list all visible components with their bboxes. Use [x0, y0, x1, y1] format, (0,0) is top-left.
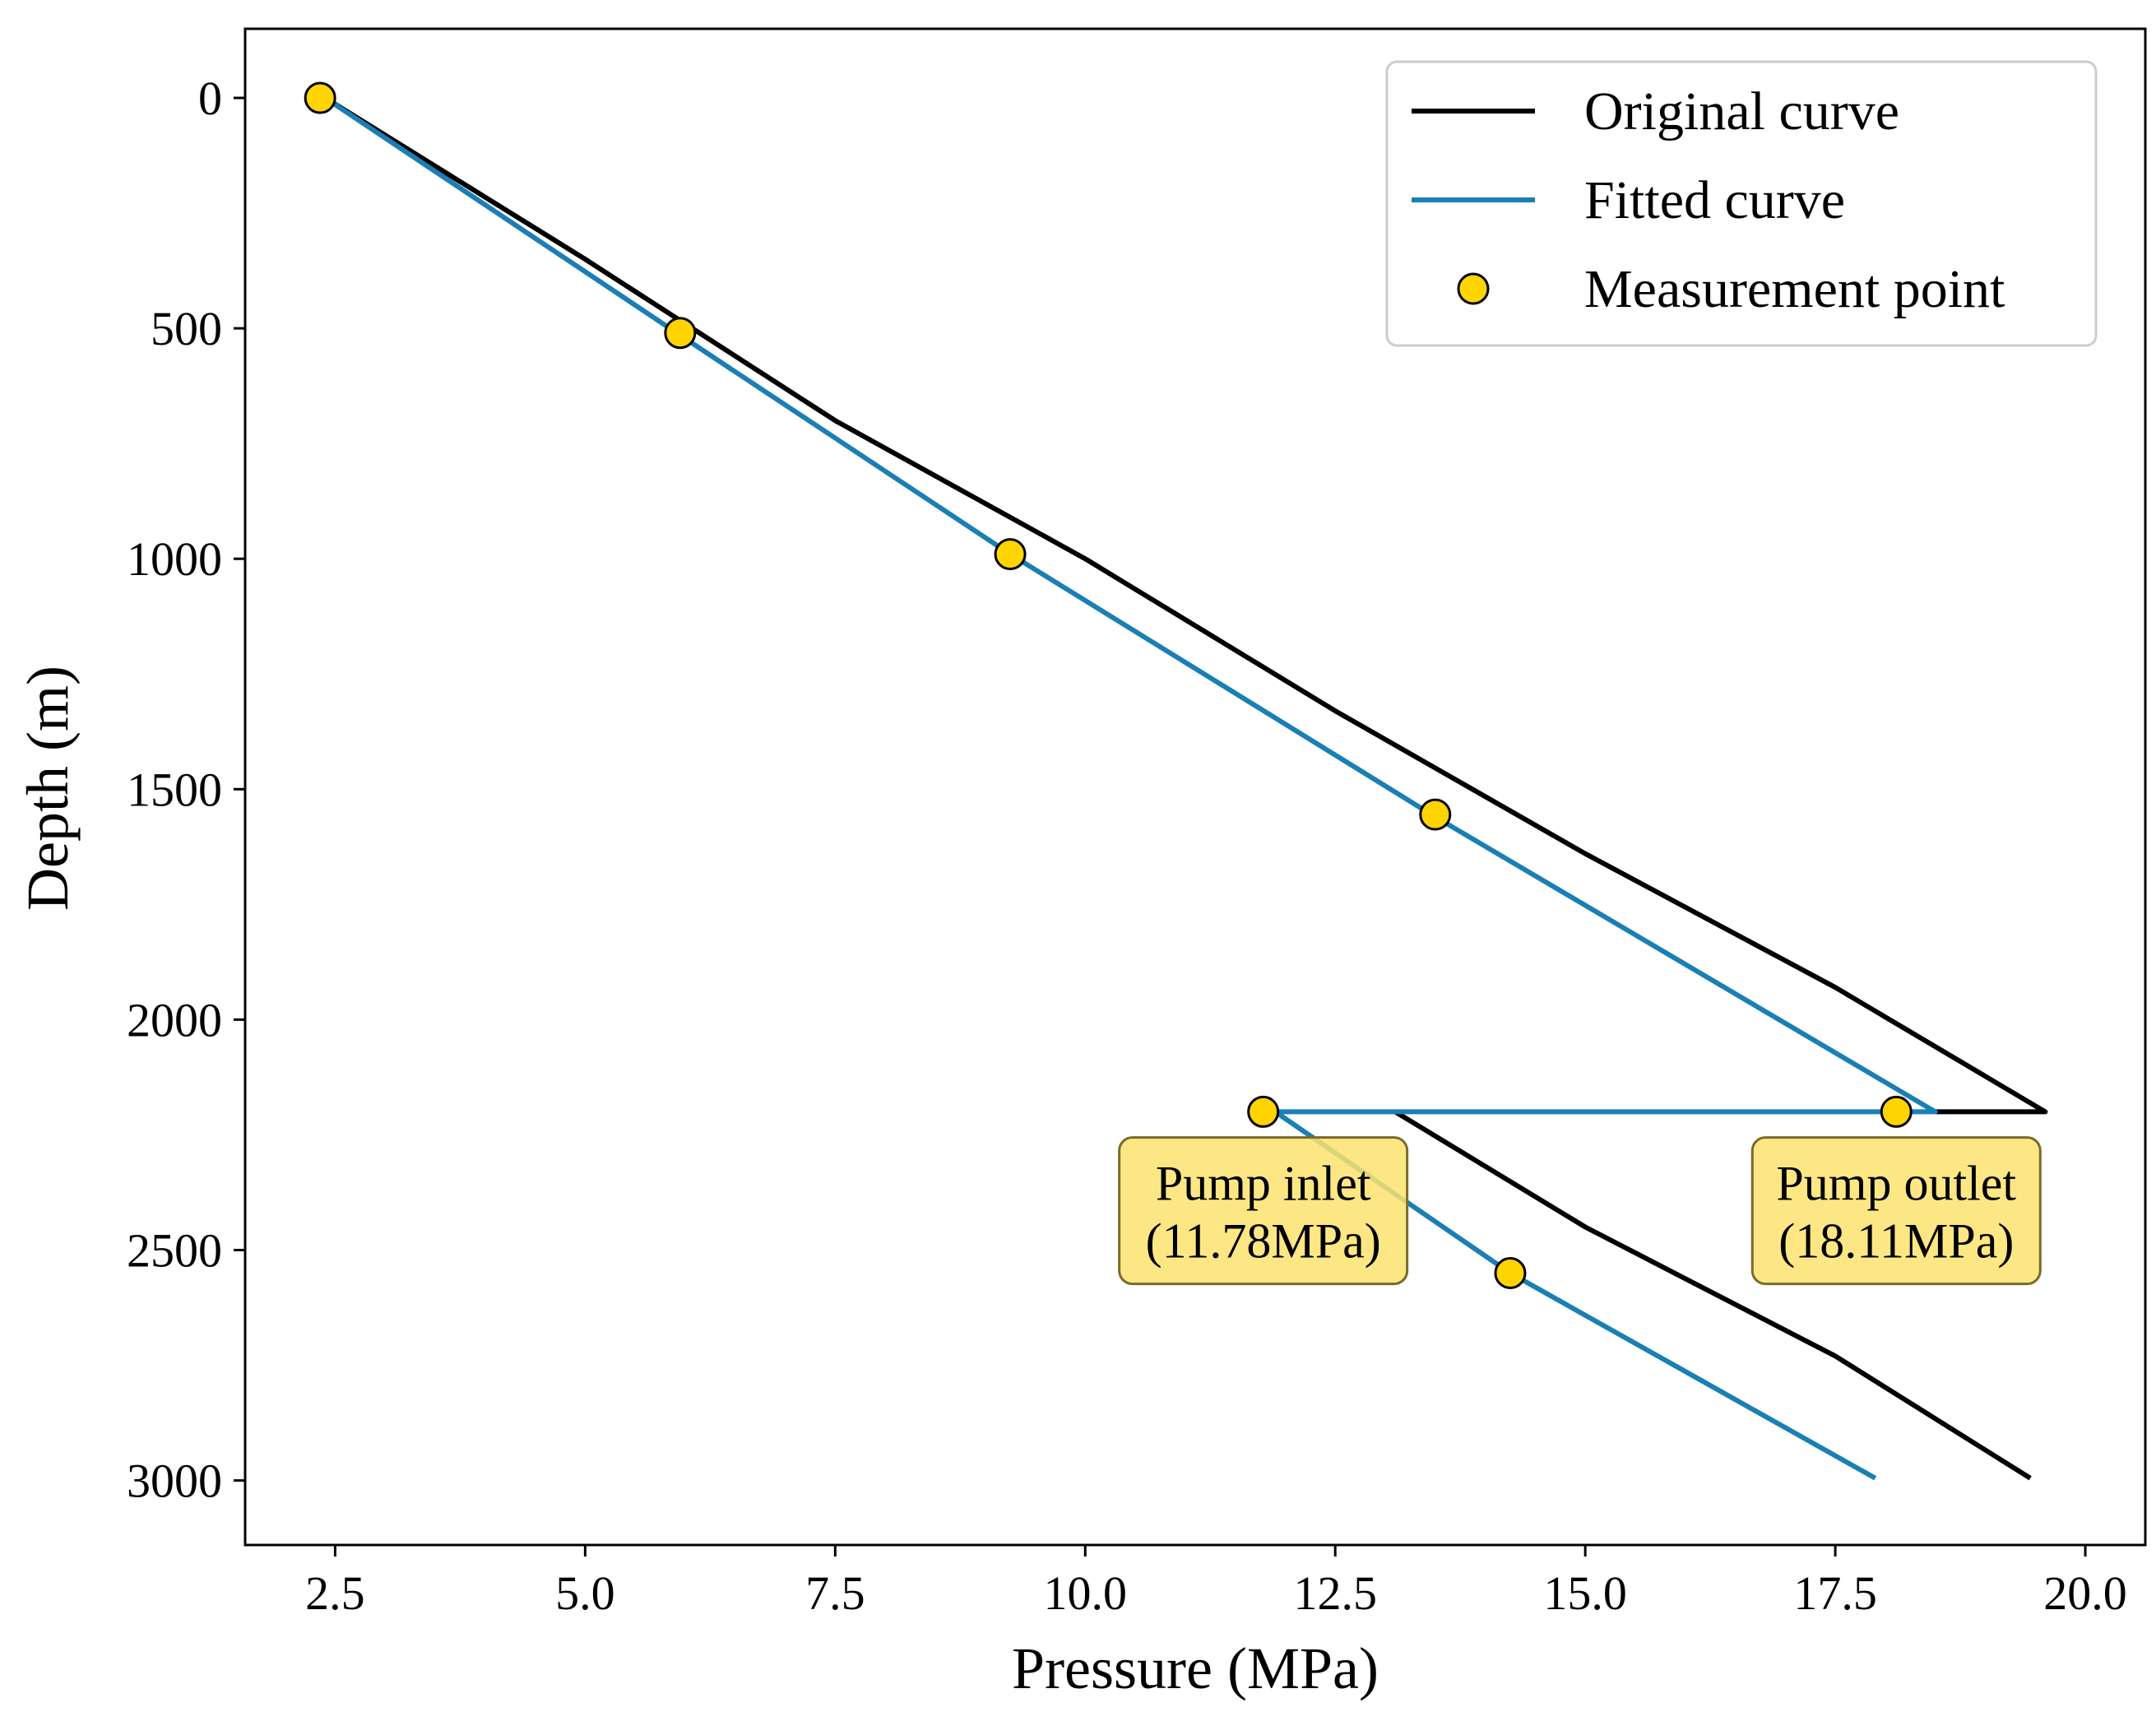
original-curve-line: [323, 95, 2048, 1115]
measurement-point: [664, 317, 697, 350]
x-tick-label: 2.5: [305, 1566, 365, 1620]
annotation-value: (11.78MPa): [1146, 1214, 1381, 1269]
x-tick-label: 17.5: [1793, 1566, 1877, 1620]
measurement-point: [1419, 798, 1452, 831]
measurement-point: [994, 538, 1027, 571]
legend-label: Measurement point: [1584, 259, 2005, 319]
plot-area: [243, 27, 2147, 1547]
y-tick-label: 3000: [127, 1455, 222, 1508]
x-tick-label: 10.0: [1044, 1566, 1128, 1620]
y-tick-label: 500: [151, 302, 222, 355]
y-tick-label: 1000: [127, 532, 222, 586]
original-curve-line: [1393, 1109, 2032, 1481]
y-tick-label: 2000: [127, 993, 222, 1046]
measurement-point: [1880, 1095, 1913, 1128]
measurement-point: [304, 81, 336, 114]
measurement-points: [304, 81, 1913, 1289]
measurement-point: [1494, 1256, 1527, 1289]
x-tick-label: 7.5: [805, 1566, 865, 1620]
x-axis-label: Pressure (MPa): [1012, 1635, 1379, 1701]
fitted-curve-line: [323, 95, 1938, 1481]
x-tick-label: 12.5: [1293, 1566, 1377, 1620]
y-axis-label: Depth (m): [15, 666, 81, 911]
x-tick-label: 5.0: [555, 1566, 615, 1620]
x-axis: 2.5 5.0 7.5 10.0 12.5 15.0 17.5 20.0: [305, 1545, 2127, 1620]
y-tick-label: 2500: [127, 1223, 222, 1277]
legend-box: [1385, 60, 2098, 347]
series-lines: [323, 95, 2048, 1481]
annotation-label: Pump inlet: [1156, 1157, 1371, 1211]
y-tick-label: 1500: [127, 763, 222, 816]
measurement-point: [1247, 1095, 1280, 1128]
y-axis: 0 500 1000 1500 2000 2500 3000: [127, 72, 245, 1508]
legend-swatch: [1457, 272, 1490, 305]
legend-label: Fitted curve: [1584, 170, 1845, 230]
annotation-value: (18.11MPa): [1778, 1214, 2014, 1269]
annotations: Pump inlet(11.78MPa) Pump outlet(18.11MPa…: [1118, 1136, 2042, 1286]
annotation-box: [1118, 1136, 1409, 1286]
annotation-box: [1750, 1136, 2042, 1286]
legend-label: Original curve: [1584, 81, 1899, 142]
legend: Original curve Fitted curve Measurement po…: [1385, 60, 2098, 347]
x-tick-label: 15.0: [1543, 1566, 1627, 1620]
x-tick-label: 20.0: [2043, 1566, 2127, 1620]
y-tick-label: 0: [198, 72, 222, 125]
annotation-label: Pump outlet: [1776, 1157, 2016, 1211]
